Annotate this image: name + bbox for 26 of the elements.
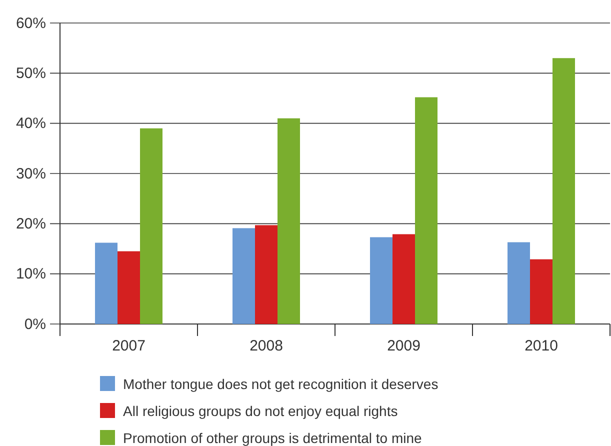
bar xyxy=(370,237,392,324)
bar xyxy=(415,97,438,324)
x-tick-label: 2009 xyxy=(387,338,420,355)
y-tick-label: 50% xyxy=(16,64,46,82)
bar xyxy=(508,242,530,324)
bar xyxy=(140,128,162,324)
y-tick-label: 10% xyxy=(16,266,46,283)
bar xyxy=(530,259,552,324)
bar xyxy=(95,242,118,324)
y-tick-label: 40% xyxy=(16,115,46,132)
legend-label: Promotion of other groups is detrimental to mine xyxy=(123,430,422,446)
bar xyxy=(255,225,278,324)
y-tick-label: 0% xyxy=(24,316,46,333)
bar xyxy=(232,228,255,324)
bar xyxy=(118,251,140,324)
x-tick-label: 2008 xyxy=(250,338,283,355)
y-tick-label: 30% xyxy=(16,165,46,182)
x-tick-label: 2007 xyxy=(112,338,146,355)
y-tick-label: 20% xyxy=(16,215,46,232)
y-tick-label: 60% xyxy=(16,14,46,32)
x-tick-label: 2010 xyxy=(524,338,558,355)
bar xyxy=(392,234,415,324)
legend-label: Mother tongue does not get recognition it deserves xyxy=(123,376,438,392)
bar xyxy=(278,118,300,324)
bar xyxy=(552,58,575,324)
legend-label: All religious groups do not enjoy equal rights xyxy=(123,403,398,419)
